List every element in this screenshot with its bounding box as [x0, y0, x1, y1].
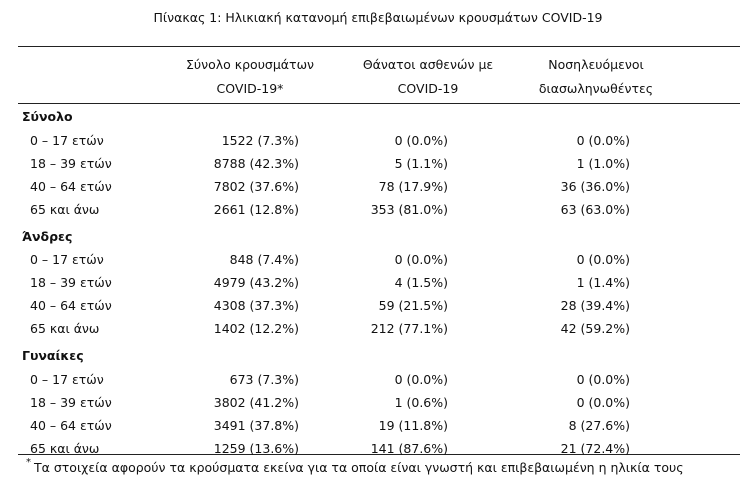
column-header: COVID-19* [216, 81, 284, 96]
cell: 4308 (37.3%) [213, 298, 299, 313]
cell: 42 (59.2%) [560, 321, 630, 336]
cell: 8788 (42.3%) [213, 155, 299, 171]
cell: 3802 (41.2%) [213, 394, 299, 410]
cell: 19 (11.8%) [378, 417, 448, 433]
row-label: 0 – 17 ετών [30, 371, 104, 387]
column-header: Νοσηλευόμενοι [548, 57, 644, 72]
row-label: 40 – 64 ετών [30, 298, 112, 313]
cell: 1402 (12.2%) [213, 321, 299, 336]
footnote-text: Τα στοιχεία αφορούν τα κρούσματα εκείνα … [34, 460, 684, 475]
row-label: 18 – 39 ετών [30, 394, 112, 410]
table-title: Πίνακας 1: Ηλικιακή κατανομή επιβεβαιωμέ… [153, 10, 603, 25]
cell: 1259 (13.6%) [213, 440, 299, 456]
cell: 353 (81.0%) [370, 201, 448, 217]
section-label: Γυναίκες [22, 348, 84, 363]
row-label: 18 – 39 ετών [30, 155, 112, 171]
row-label: 0 – 17 ετών [30, 252, 104, 267]
cell: 21 (72.4%) [560, 440, 630, 456]
cell: 1 (1.4%) [576, 275, 630, 290]
row-label: 18 – 39 ετών [30, 275, 112, 290]
section-label: Σύνολο [22, 109, 73, 124]
row-label: 0 – 17 ετών [30, 132, 104, 148]
row-label: 40 – 64 ετών [30, 178, 112, 194]
cell: 0 (0.0%) [576, 394, 630, 410]
cell: 36 (36.0%) [560, 178, 630, 194]
row-label: 65 και άνω [30, 201, 100, 217]
cell: 59 (21.5%) [378, 298, 448, 313]
cell: 141 (87.6%) [370, 440, 448, 456]
cell: 63 (63.0%) [560, 201, 630, 217]
row-label: 40 – 64 ετών [30, 417, 112, 433]
cell: 0 (0.0%) [394, 371, 448, 387]
row-label: 65 και άνω [30, 440, 100, 456]
section-label: Άνδρες [22, 228, 73, 244]
cell: 0 (0.0%) [576, 132, 630, 148]
cell: 1522 (7.3%) [221, 132, 299, 148]
cell: 2661 (12.8%) [213, 201, 299, 217]
cell: 7802 (37.6%) [213, 178, 299, 194]
cell: 0 (0.0%) [576, 371, 630, 387]
cell: 5 (1.1%) [394, 155, 448, 171]
footnote-mark: * [26, 457, 31, 468]
cell: 8 (27.6%) [568, 417, 630, 433]
cell: 0 (0.0%) [576, 252, 630, 267]
cell: 28 (39.4%) [560, 298, 630, 313]
column-header: Σύνολο κρουσμάτων [185, 57, 315, 72]
cell: 78 (17.9%) [378, 178, 448, 194]
cell: 673 (7.3%) [229, 371, 299, 387]
top-rule [18, 46, 740, 47]
cell: 0 (0.0%) [394, 132, 448, 148]
cell: 212 (77.1%) [370, 321, 448, 336]
column-header: Θάνατοι ασθενών με [362, 57, 494, 72]
cell: 1 (0.6%) [394, 394, 448, 410]
cell: 848 (7.4%) [229, 252, 299, 267]
row-label: 65 και άνω [30, 321, 100, 336]
column-header: διασωληνωθέντες [538, 81, 654, 96]
column-header: COVID-19 [397, 81, 459, 96]
cell: 4979 (43.2%) [213, 275, 299, 290]
cell: 4 (1.5%) [394, 275, 448, 290]
cell: 0 (0.0%) [394, 252, 448, 267]
cell: 3491 (37.8%) [213, 417, 299, 433]
cell: 1 (1.0%) [576, 155, 630, 171]
header-rule [18, 103, 740, 104]
bottom-rule [18, 454, 740, 455]
